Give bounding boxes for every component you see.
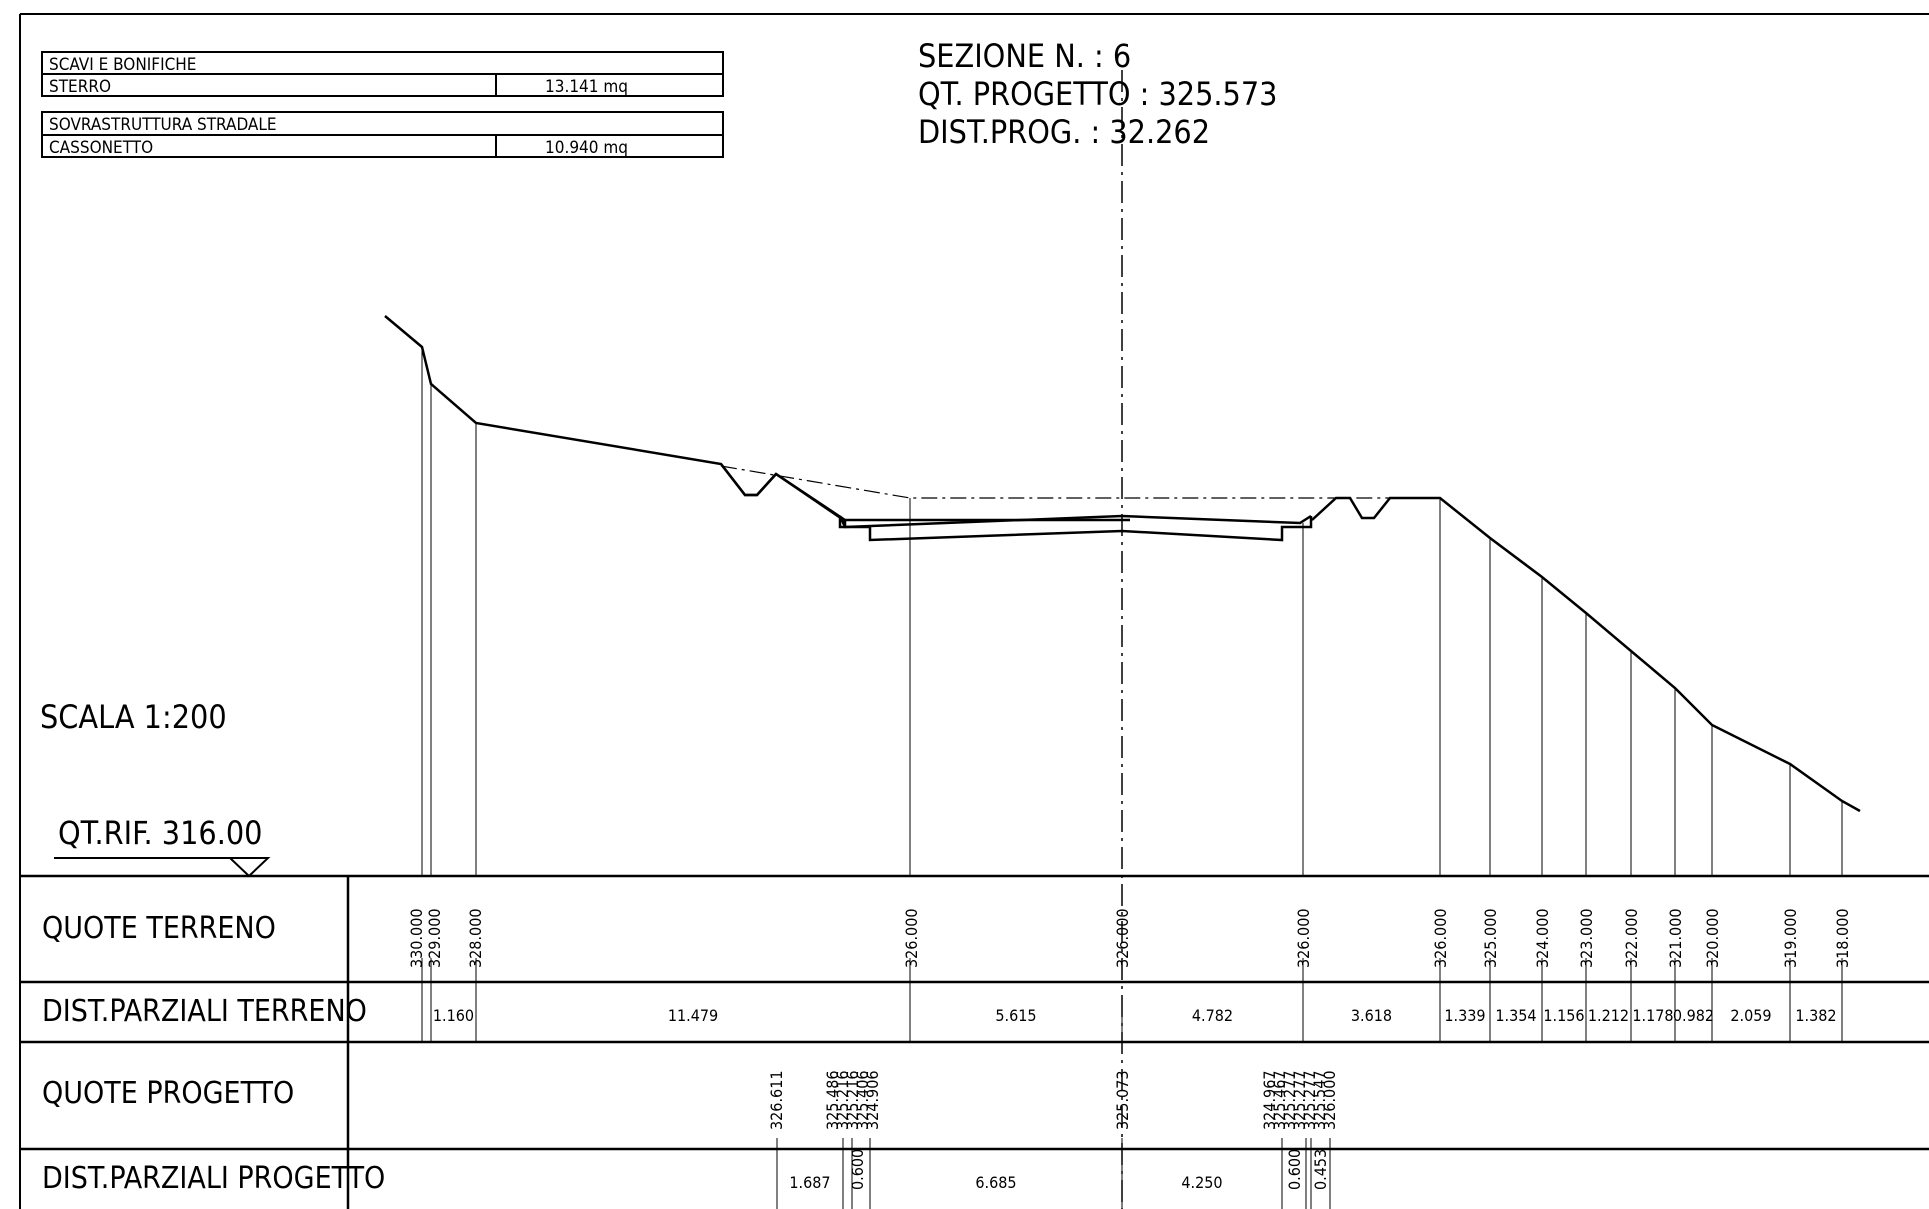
project-distance-title: DIST.PROG. : 32.262: [918, 113, 1210, 151]
ground-elevation-label: 328.000: [466, 908, 485, 968]
project-partial-distance: 1.687: [789, 1173, 830, 1192]
project-elevation-label: 325.277: [1280, 1070, 1299, 1130]
quantity-group2-label: CASSONETTO: [49, 138, 153, 158]
project-elevation-title: QT. PROGETTO : 325.573: [918, 75, 1277, 113]
quantity-group2-title: SOVRASTRUTTURA STRADALE: [49, 115, 277, 135]
ground-elevation-label: 323.000: [1577, 908, 1596, 968]
project-elevation-label: 325.467: [1270, 1070, 1289, 1130]
ground-elevation-label: 319.000: [1781, 908, 1800, 968]
project-elevation-label: 325.216: [833, 1070, 852, 1130]
ground-partial-distance: 1.160: [433, 1006, 474, 1025]
data-table-grid: [20, 874, 1929, 1209]
row-dist-parziali-progetto: DIST.PARZIALI PROGETTO: [42, 1161, 385, 1196]
ground-partial-distance: 1.156: [1543, 1006, 1584, 1025]
ground-elevation-label: 324.000: [1533, 908, 1552, 968]
project-partial-distance: 0.453: [1311, 1149, 1330, 1190]
ground-profile-left-ditch: [720, 463, 1130, 522]
ground-partial-distance: 1.382: [1795, 1006, 1836, 1025]
ground-partial-distance: 5.615: [995, 1006, 1036, 1025]
quantity-group1-label: STERRO: [49, 77, 111, 97]
ground-elevation-label: 330.000: [407, 908, 426, 968]
quantity-group2-value: 10.940 mq: [545, 138, 628, 158]
ground-partial-distance: 4.782: [1192, 1006, 1233, 1025]
ground-partial-distance: 0.982: [1673, 1006, 1714, 1025]
project-elevation-label: 324.906: [863, 1070, 882, 1130]
project-line: [720, 465, 1440, 499]
project-partial-distance: 0.600: [848, 1149, 867, 1190]
quantity-group1-value: 13.141 mq: [545, 77, 628, 97]
project-elevation-label: 326.000: [1320, 1070, 1339, 1130]
ground-partial-distance: 2.059: [1730, 1006, 1771, 1025]
ground-elevation-label: 321.000: [1666, 908, 1685, 968]
section-number: SEZIONE N. : 6: [918, 37, 1131, 75]
ground-verticals: [421, 347, 1843, 876]
ground-profile-right: [1311, 496, 1861, 813]
project-elevation-label: 325.277: [1300, 1070, 1319, 1130]
ground-elevation-label: 326.000: [902, 908, 921, 968]
row-quote-progetto: QUOTE PROGETTO: [42, 1076, 294, 1111]
quantity-group1-title: SCAVI E BONIFICHE: [49, 55, 196, 75]
ground-elevation-label: 326.000: [1431, 908, 1450, 968]
centerline-ground-elevation-label: 326.000: [1113, 908, 1132, 968]
project-elevation-label: 325.277: [1290, 1070, 1309, 1130]
project-partial-distance: 0.600: [1285, 1149, 1304, 1190]
row-dist-parziali-terreno: DIST.PARZIALI TERRENO: [42, 994, 367, 1029]
scale-label: SCALA 1:200: [40, 698, 227, 736]
ground-partial-distance: 11.479: [668, 1006, 718, 1025]
ground-elevation-label: 326.000: [1294, 908, 1313, 968]
ground-elevation-label: 325.000: [1481, 908, 1500, 968]
reference-triangle-icon: [227, 857, 271, 878]
reference-level: QT.RIF. 316.00: [58, 814, 262, 852]
ground-partial-distance: 1.339: [1444, 1006, 1485, 1025]
row-quote-terreno: QUOTE TERRENO: [42, 911, 276, 946]
project-partial-distance: 6.685: [975, 1173, 1016, 1192]
table-content: 330.000 329.000 328.000 326.000 326.000 326.0…: [407, 908, 1852, 1209]
project-elevation-label: 326.611: [767, 1070, 786, 1130]
project-elevation-label: 325.486: [823, 1070, 842, 1130]
project-elevation-axis-label: 325.073: [1113, 1070, 1132, 1130]
project-elevation-label: 324.967: [1260, 1070, 1279, 1130]
project-elevation-label: 325.216: [843, 1070, 862, 1130]
road-pavement: [838, 514, 1313, 542]
ground-elevation-label: 318.000: [1833, 908, 1852, 968]
ground-partial-distance: 1.178: [1632, 1006, 1673, 1025]
quantity-table: [41, 51, 724, 158]
ground-partial-distance: 3.618: [1351, 1006, 1392, 1025]
project-elevation-label: 325.406: [853, 1070, 872, 1130]
ground-elevation-label: 322.000: [1622, 908, 1641, 968]
ground-profile: [384, 315, 847, 526]
ground-partial-distance: 1.212: [1588, 1006, 1629, 1025]
ground-elevation-label: 320.000: [1703, 908, 1722, 968]
project-partial-distance: 4.250: [1181, 1173, 1222, 1192]
ground-elevation-label: 329.000: [425, 908, 444, 968]
project-elevation-label: 325.547: [1310, 1070, 1329, 1130]
ground-partial-distance: 1.354: [1495, 1006, 1536, 1025]
